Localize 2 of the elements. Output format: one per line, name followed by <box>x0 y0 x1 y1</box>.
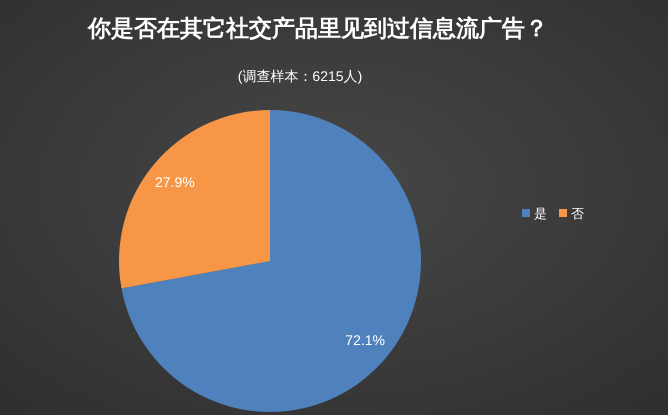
subtitle: (调查样本：6215人) <box>238 68 362 84</box>
title: 你是否在其它社交产品里见到过信息流广告？ <box>88 15 548 41</box>
